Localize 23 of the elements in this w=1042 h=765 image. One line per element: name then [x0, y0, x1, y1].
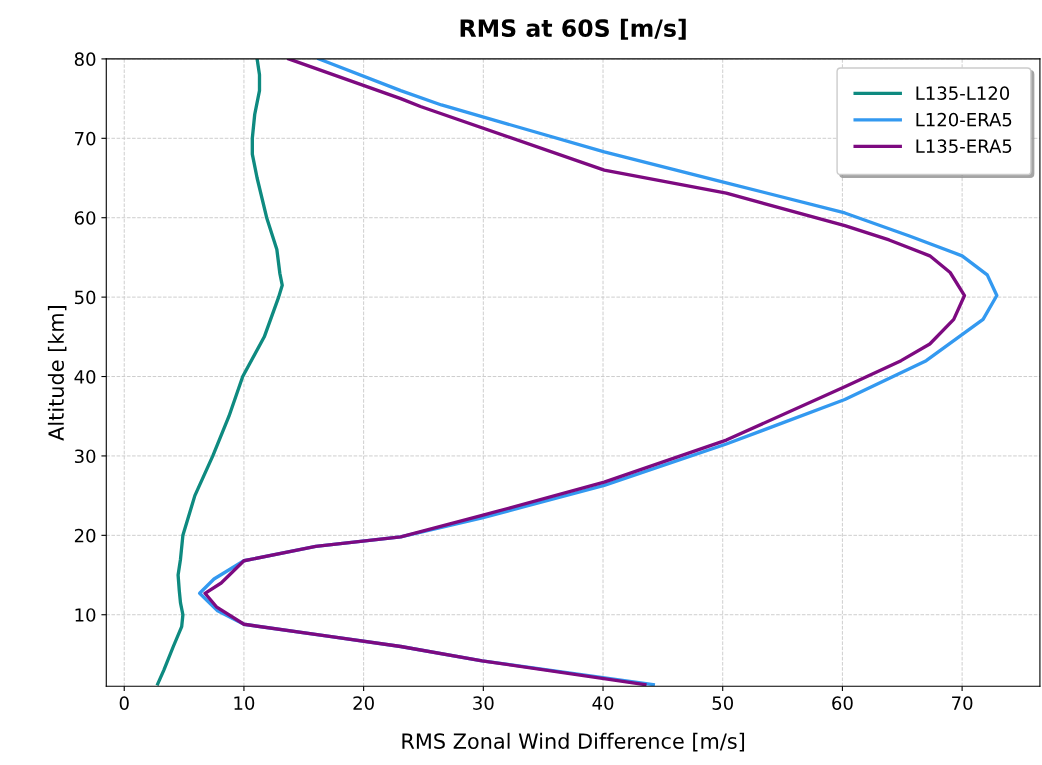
- y-tick-label: 10: [75, 608, 96, 622]
- x-axis-title: RMS Zonal Wind Difference [m/s]: [402, 732, 745, 752]
- x-tick-label: 20: [353, 696, 374, 710]
- y-tick-label: 30: [74, 449, 96, 464]
- y-tick-label: 60: [74, 211, 96, 225]
- y-tick-label: 50: [74, 290, 96, 305]
- legend-label: L120-ERA5: [916, 112, 1012, 127]
- y-tick-label: 40: [74, 369, 96, 384]
- x-tick-label: 10: [234, 696, 255, 710]
- x-tick-label: 60: [832, 696, 853, 710]
- y-tick-label: 20: [74, 528, 96, 543]
- y-axis-title: Altitude [km]: [47, 306, 67, 441]
- legend-label: L135-ERA5: [916, 139, 1012, 153]
- x-tick-label: 30: [473, 696, 494, 710]
- line-series: [156, 58, 284, 686]
- legend-label: L135-L120: [916, 86, 1010, 100]
- y-tick-label: 70: [75, 131, 96, 146]
- x-tick-label: 40: [592, 696, 614, 710]
- y-tick-label: 80: [74, 52, 96, 67]
- x-tick-label: 70: [952, 696, 973, 710]
- x-tick-label: 0: [119, 696, 129, 710]
- chart-title: RMS at 60S [m/s]: [460, 18, 686, 40]
- x-tick-label: 50: [712, 696, 734, 710]
